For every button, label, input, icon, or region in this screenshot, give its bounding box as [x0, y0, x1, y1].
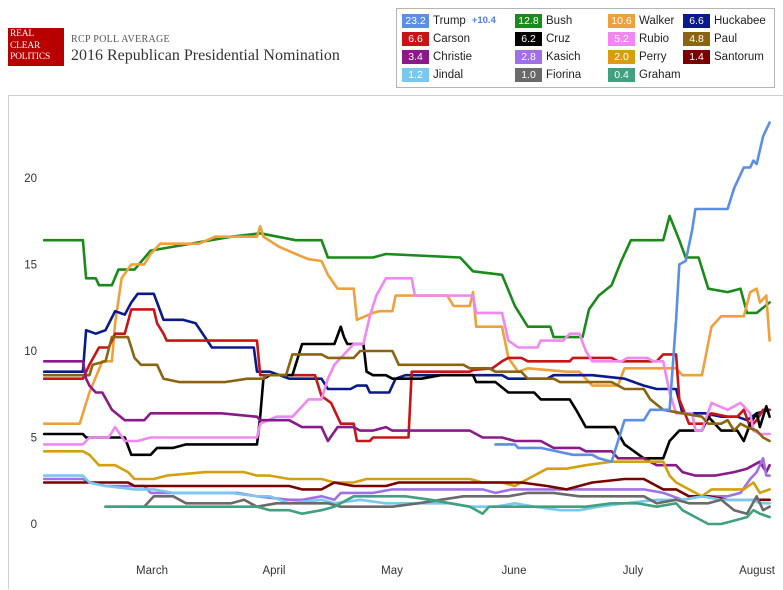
chart-title: 2016 Republican Presidential Nomination	[71, 47, 340, 64]
legend-value-badge: 1.2	[402, 68, 429, 82]
x-tick-label: June	[502, 565, 527, 577]
series-line-bush[interactable]	[42, 214, 771, 339]
x-tick-label: March	[136, 565, 168, 577]
legend-value-badge: 23.2	[402, 14, 429, 28]
x-tick-label: May	[381, 565, 403, 577]
y-tick-label: 0	[31, 519, 37, 531]
legend-label: Bush	[546, 15, 573, 27]
legend-item-bush[interactable]: 12.8 Bush	[515, 14, 572, 28]
legend-item-kasich[interactable]: 2.8 Kasich	[515, 50, 581, 64]
series-line-graham[interactable]	[104, 494, 771, 526]
legend-value-badge: 6.6	[683, 14, 710, 28]
legend-label: Kasich	[546, 51, 581, 63]
legend-item-christie[interactable]: 3.4 Christie	[402, 50, 472, 64]
legend-change: +10.4	[471, 15, 496, 26]
legend-item-paul[interactable]: 4.8 Paul	[683, 32, 737, 46]
legend-label: Walker	[639, 15, 675, 27]
legend-value-badge: 2.0	[608, 50, 635, 64]
legend-item-walker[interactable]: 10.6 Walker	[608, 14, 674, 28]
legend-label: Christie	[433, 51, 472, 63]
legend-label: Rubio	[639, 33, 670, 45]
legend-label: Huckabee	[714, 15, 766, 27]
x-tick-label: April	[262, 565, 285, 577]
y-tick-label: 15	[24, 259, 37, 271]
series-line-trump[interactable]	[494, 121, 771, 464]
legend-item-carson[interactable]: 6.6 Carson	[402, 32, 470, 46]
legend-label: Santorum	[714, 51, 764, 63]
legend-item-rubio[interactable]: 5.2 Rubio	[608, 32, 669, 46]
series-line-huckabee[interactable]	[42, 292, 771, 422]
legend-label: Graham	[639, 69, 681, 81]
rcp-logo[interactable]: REAL CLEAR POLITICS	[8, 28, 64, 66]
legend-label: Fiorina	[546, 69, 582, 81]
legend-item-fiorina[interactable]: 1.0 Fiorina	[515, 68, 581, 82]
legend-value-badge: 3.4	[402, 50, 429, 64]
poll-average-label: RCP POLL AVERAGE	[71, 34, 170, 45]
series-line-jindal[interactable]	[42, 474, 771, 512]
legend-item-jindal[interactable]: 1.2 Jindal	[402, 68, 463, 82]
y-tick-label: 10	[24, 346, 37, 358]
legend-value-badge: 1.0	[515, 68, 542, 82]
legend-label: Perry	[639, 51, 667, 63]
legend-item-trump[interactable]: 23.2 Trump +10.4	[402, 14, 496, 28]
legend-item-graham[interactable]: 0.4 Graham	[608, 68, 681, 82]
line-chart[interactable]: 0 5 10 15 20 March April May June July August	[9, 96, 783, 590]
logo-line-2: CLEAR	[10, 40, 41, 51]
legend-value-badge: 6.2	[515, 32, 542, 46]
legend-value-badge: 6.6	[402, 32, 429, 46]
legend-value-badge: 0.4	[608, 68, 635, 82]
legend-value-badge: 2.8	[515, 50, 542, 64]
legend-item-perry[interactable]: 2.0 Perry	[608, 50, 666, 64]
legend-item-huckabee[interactable]: 6.6 Huckabee	[683, 14, 766, 28]
legend-label: Trump	[433, 15, 466, 27]
y-tick-label: 5	[31, 433, 37, 445]
legend-label: Paul	[714, 33, 738, 45]
y-tick-label: 20	[24, 173, 37, 185]
series-line-santorum[interactable]	[42, 477, 771, 502]
logo-line-1: REAL	[10, 29, 35, 39]
legend-value-badge: 10.6	[608, 14, 635, 28]
legend-value-badge: 1.4	[683, 50, 710, 64]
legend-label: Carson	[433, 33, 471, 45]
legend-value-badge: 5.2	[608, 32, 635, 46]
series-line-paul[interactable]	[42, 335, 771, 443]
legend: 23.2 Trump +10.4 12.8 Bush 10.6 Walker 6.6 Hucka…	[396, 8, 775, 88]
series-line-perry[interactable]	[42, 449, 771, 498]
series-line-christie[interactable]	[42, 359, 771, 477]
legend-item-cruz[interactable]: 6.2 Cruz	[515, 32, 570, 46]
x-tick-label: July	[623, 565, 644, 577]
x-tick-label: August	[739, 565, 776, 577]
legend-value-badge: 12.8	[515, 14, 542, 28]
logo-line-3: POLITICS	[10, 52, 51, 62]
legend-value-badge: 4.8	[683, 32, 710, 46]
legend-label: Jindal	[433, 69, 464, 81]
chart-area: 0 5 10 15 20 March April May June July August	[8, 95, 783, 589]
legend-item-santorum[interactable]: 1.4 Santorum	[683, 50, 764, 64]
series-line-fiorina[interactable]	[104, 491, 771, 516]
legend-label: Cruz	[546, 33, 571, 45]
series-line-rubio[interactable]	[42, 277, 771, 446]
